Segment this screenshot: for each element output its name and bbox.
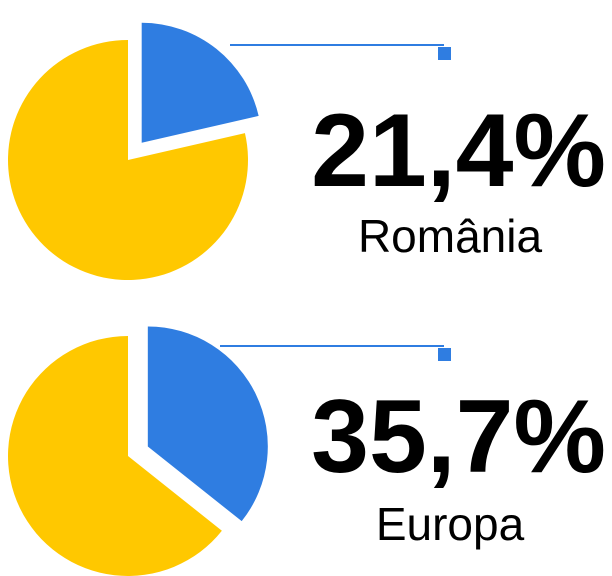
pie-slice [8, 40, 248, 281]
value-label: 21,4% [311, 93, 606, 209]
leader-marker [438, 348, 451, 361]
pie-slice [141, 22, 259, 143]
chart-title: Europa [376, 498, 525, 550]
pie-slice [147, 326, 268, 522]
leader-marker [438, 47, 451, 60]
value-label: 35,7% [311, 379, 606, 495]
chart-title: România [358, 210, 543, 262]
pie-slice [8, 336, 222, 576]
